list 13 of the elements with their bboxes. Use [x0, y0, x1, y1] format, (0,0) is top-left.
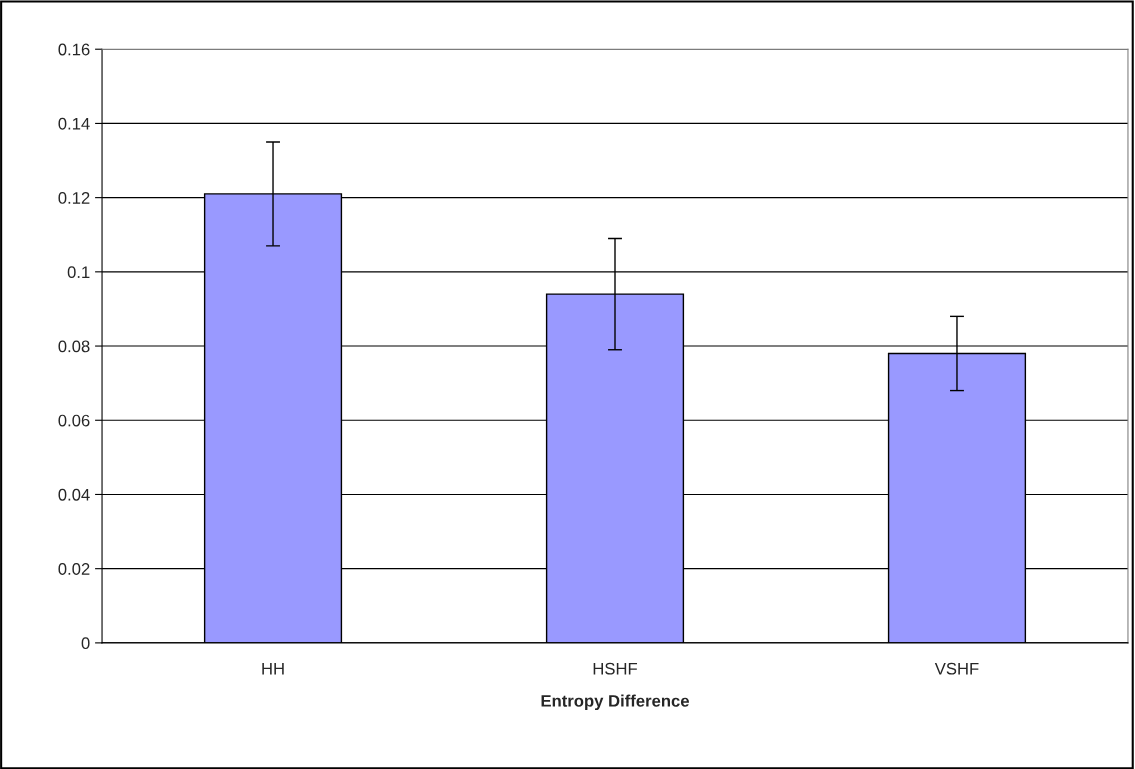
y-tick-label: 0.02 [58, 563, 90, 575]
y-tick-label: 0.06 [58, 414, 90, 427]
y-tick-label: 0.08 [58, 340, 90, 353]
x-tick-label: VSHF [934, 662, 979, 675]
x-tick-label: HSHF [593, 662, 638, 675]
y-tick-label: 0.04 [58, 488, 90, 501]
y-tick-label: 0.16 [58, 43, 90, 56]
y-tick-label: 0.14 [58, 117, 90, 130]
x-axis-title: Entropy Difference [541, 694, 689, 711]
y-tick-label: 0.12 [58, 192, 90, 204]
y-tick-label: 0.1 [67, 266, 90, 279]
y-tick-label: 0 [81, 637, 90, 650]
x-tick-label: HH [262, 662, 284, 675]
